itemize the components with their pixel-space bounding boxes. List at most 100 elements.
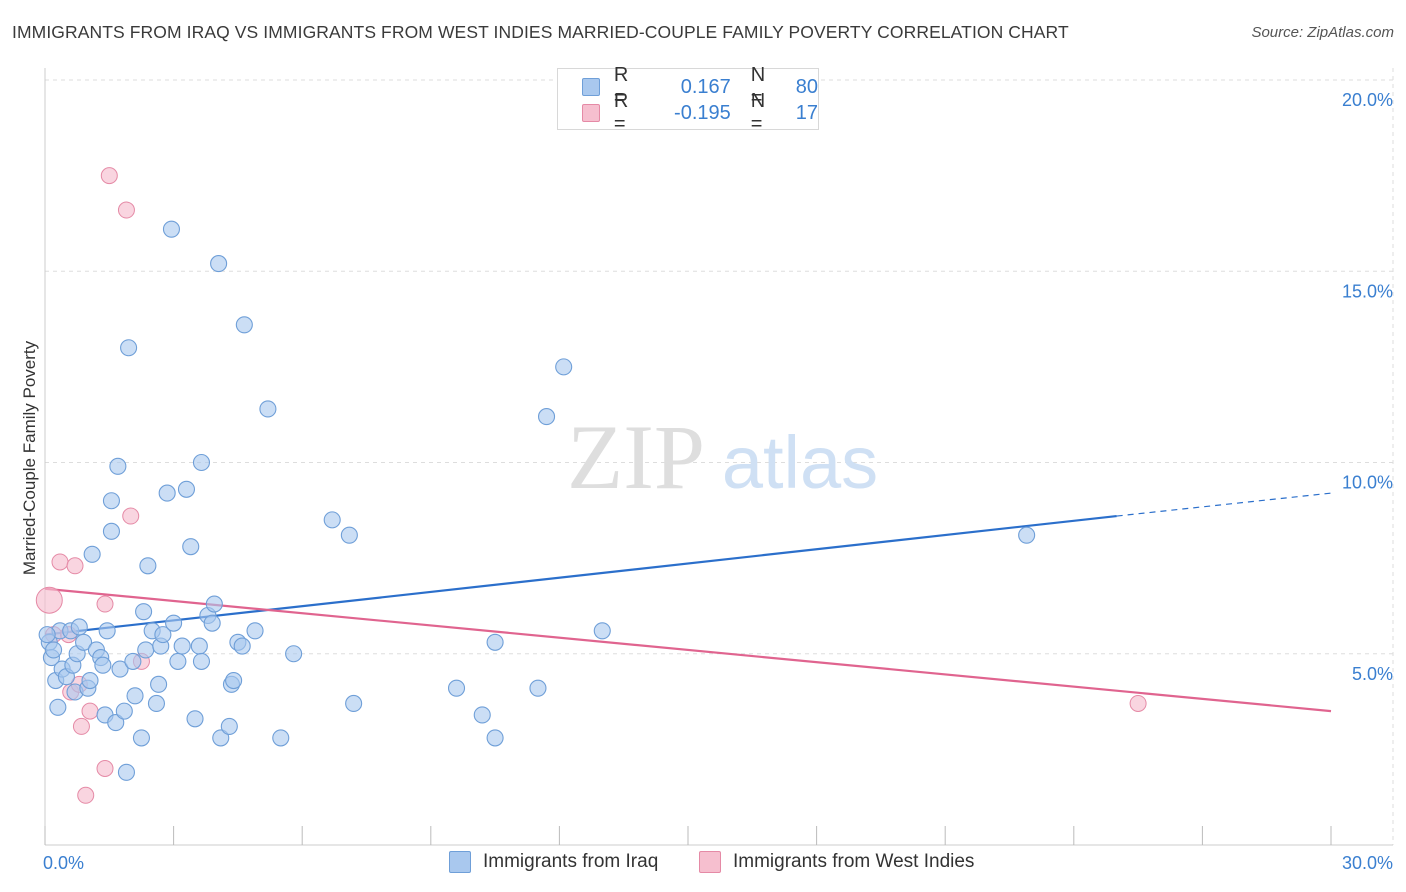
point-iraq xyxy=(98,622,116,640)
point-iraq xyxy=(220,717,238,735)
watermark-zip: ZIP xyxy=(567,406,705,508)
point-west-indies xyxy=(122,507,140,525)
point-iraq xyxy=(1018,526,1036,544)
point-west-indies xyxy=(51,553,69,571)
point-iraq xyxy=(486,729,504,747)
point-iraq xyxy=(173,637,191,655)
trendline-west-indies xyxy=(44,587,1332,713)
trend-lines xyxy=(44,492,1332,713)
point-west-indies xyxy=(1129,694,1147,712)
legend-swatch-west-indies xyxy=(699,851,721,873)
point-iraq xyxy=(150,675,168,693)
point-iraq xyxy=(49,698,67,716)
point-iraq xyxy=(154,626,172,644)
r-label: R = xyxy=(613,64,629,109)
trendline-iraq-extension xyxy=(1116,492,1332,517)
point-iraq xyxy=(165,614,183,632)
r-value-west-indies: -0.195 xyxy=(674,101,731,124)
y-axis-title: Married-Couple Family Poverty xyxy=(20,340,39,576)
point-west-indies xyxy=(72,717,90,735)
data-points xyxy=(35,167,1147,804)
point-iraq xyxy=(235,316,253,334)
point-iraq xyxy=(285,645,303,663)
point-iraq xyxy=(345,694,363,713)
point-west-indies xyxy=(117,201,135,219)
r-label: R = xyxy=(613,90,629,135)
point-iraq xyxy=(102,522,120,540)
n-value-west-indies: 17 xyxy=(795,101,818,124)
point-west-indies xyxy=(35,586,63,614)
point-iraq xyxy=(205,595,223,613)
stats-row-iraq: R = 0.167 N = 80 xyxy=(582,64,818,109)
point-iraq xyxy=(117,763,135,781)
stats-swatch-west-indies xyxy=(582,104,600,122)
point-iraq xyxy=(135,603,153,621)
point-iraq xyxy=(132,729,150,747)
y-tick-label-15: 15.0% xyxy=(1342,281,1393,301)
source-label: Source: ZipAtlas.com xyxy=(1251,24,1394,41)
point-west-indies xyxy=(96,595,114,613)
y-tick-label-10: 10.0% xyxy=(1342,473,1393,493)
grid-lines xyxy=(45,68,1394,845)
point-west-indies xyxy=(100,167,118,185)
point-iraq xyxy=(233,637,251,655)
point-iraq xyxy=(272,729,290,747)
point-iraq xyxy=(473,706,491,724)
y-tick-label-20: 20.0% xyxy=(1342,90,1393,110)
point-iraq xyxy=(111,660,129,678)
point-iraq xyxy=(83,545,101,563)
point-iraq xyxy=(212,729,230,747)
point-iraq xyxy=(555,358,573,376)
point-iraq xyxy=(109,457,127,475)
tick-labels: 5.0% 10.0% 15.0% 20.0% 0.0% 30.0% xyxy=(43,90,1393,873)
point-iraq xyxy=(182,538,200,556)
legend-label-west-indies: Immigrants from West Indies xyxy=(733,851,975,872)
point-iraq xyxy=(81,671,99,690)
point-west-indies xyxy=(66,557,84,575)
point-west-indies xyxy=(81,702,99,720)
point-iraq xyxy=(203,614,221,632)
point-iraq xyxy=(537,408,556,426)
legend-item-iraq[interactable]: Immigrants from Iraq xyxy=(449,851,658,873)
y-tick-label-5: 5.0% xyxy=(1352,664,1393,684)
point-iraq xyxy=(137,641,155,659)
trendline-iraq xyxy=(44,514,1117,636)
stats-swatch-iraq xyxy=(582,78,600,96)
legend-label-iraq: Immigrants from Iraq xyxy=(483,851,659,872)
point-iraq xyxy=(177,480,196,498)
point-iraq xyxy=(158,484,176,502)
point-iraq xyxy=(70,618,88,636)
point-iraq xyxy=(169,652,187,670)
legend-item-west-indies[interactable]: Immigrants from West Indies xyxy=(699,851,974,873)
watermark: ZIP atlas xyxy=(567,406,878,508)
point-iraq xyxy=(593,622,611,640)
point-iraq xyxy=(124,652,142,670)
point-iraq xyxy=(147,694,166,713)
n-label: N = xyxy=(750,90,766,135)
axes xyxy=(44,68,1393,846)
point-iraq xyxy=(45,641,63,659)
point-iraq xyxy=(323,511,341,529)
point-iraq xyxy=(139,557,157,575)
chart-title: IMMIGRANTS FROM IRAQ VS IMMIGRANTS FROM … xyxy=(12,22,1069,42)
n-label: N = xyxy=(750,64,766,109)
point-iraq xyxy=(486,633,504,651)
point-iraq xyxy=(120,339,138,357)
point-iraq xyxy=(192,453,211,472)
point-iraq xyxy=(102,492,120,510)
point-iraq xyxy=(38,626,56,644)
legend-swatch-iraq xyxy=(449,851,471,873)
point-iraq xyxy=(192,652,211,670)
point-iraq xyxy=(246,622,264,640)
correlation-stats-box: R = 0.167 N = 80 R = -0.195 N = 17 xyxy=(557,64,819,135)
point-iraq xyxy=(107,714,125,732)
point-iraq xyxy=(186,710,204,728)
point-iraq xyxy=(126,687,144,705)
point-iraq xyxy=(529,679,547,697)
point-iraq xyxy=(75,633,93,651)
point-iraq xyxy=(190,637,208,655)
r-value-iraq: 0.167 xyxy=(680,75,731,98)
point-iraq xyxy=(225,671,243,690)
x-tick-label-0: 0.0% xyxy=(43,853,84,873)
